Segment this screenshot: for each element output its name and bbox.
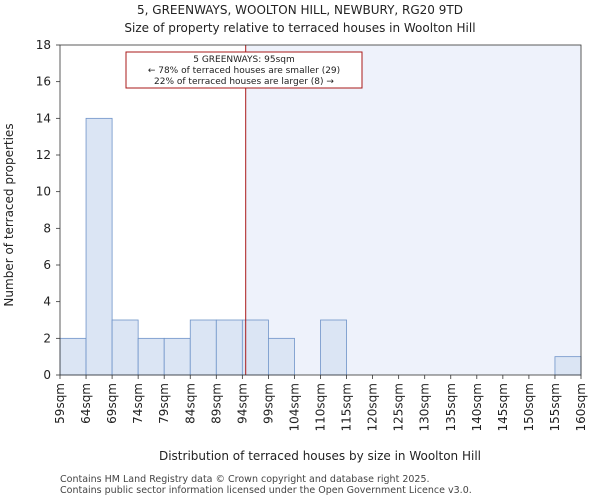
y-tick-label: 0 — [43, 368, 51, 382]
histogram-chart: 5, GREENWAYS, WOOLTON HILL, NEWBURY, RG2… — [2, 3, 588, 463]
bar-94sqm — [241, 319, 269, 376]
bar-89sqm — [215, 319, 243, 376]
annotation-line-3: 22% of terraced houses are larger (8) → — [154, 77, 334, 87]
y-tick-label: 10 — [36, 185, 51, 199]
y-tick-label: 12 — [36, 148, 51, 162]
x-tick-label: 69sqm — [105, 383, 119, 424]
annotation-box: 5 GREENWAYS: 95sqm ← 78% of terraced hou… — [125, 51, 363, 89]
x-tick-label: 84sqm — [183, 383, 197, 424]
x-tick-label: 89sqm — [209, 383, 223, 424]
bar-74sqm — [137, 337, 165, 376]
bar-59sqm — [59, 337, 87, 376]
y-tick-label: 14 — [36, 111, 51, 125]
bar-110sqm — [320, 319, 347, 376]
x-tick-label: 74sqm — [131, 383, 145, 424]
y-tick-label: 4 — [43, 295, 51, 309]
chart-title: 5, GREENWAYS, WOOLTON HILL, NEWBURY, RG2… — [137, 3, 463, 17]
x-tick-label: 160sqm — [574, 383, 588, 431]
bar-64sqm — [85, 117, 113, 376]
x-tick-label: 94sqm — [235, 383, 249, 424]
y-tick-label: 2 — [43, 331, 51, 345]
annotation-line-2: ← 78% of terraced houses are smaller (29… — [148, 66, 340, 76]
x-tick-label: 150sqm — [522, 383, 536, 431]
x-tick-label: 104sqm — [287, 383, 301, 431]
x-tick-label: 120sqm — [366, 383, 380, 431]
y-tick-label: 6 — [43, 258, 51, 272]
x-tick-label: 155sqm — [548, 383, 562, 431]
y-tick-label: 8 — [43, 221, 51, 235]
x-tick-label: 140sqm — [470, 383, 484, 431]
x-tick-label: 110sqm — [314, 383, 328, 431]
y-axis-ticks: 0 2 4 6 8 10 12 14 16 18 — [36, 38, 60, 382]
x-tick-label: 79sqm — [157, 383, 171, 424]
x-tick-label: 130sqm — [418, 383, 432, 431]
bar-79sqm — [163, 337, 191, 376]
x-tick-label: 115sqm — [340, 383, 354, 431]
bar-99sqm — [267, 337, 295, 376]
x-tick-label: 99sqm — [261, 383, 275, 424]
x-tick-label: 135sqm — [444, 383, 458, 431]
x-tick-label: 125sqm — [392, 383, 406, 431]
x-tick-label: 145sqm — [496, 383, 510, 431]
bars-group — [59, 117, 582, 376]
larger-region-shading — [245, 45, 581, 375]
x-tick-label: 64sqm — [79, 383, 93, 424]
footer-line-2: Contains public sector information licen… — [60, 485, 472, 496]
bar-155sqm — [554, 356, 582, 376]
bar-69sqm — [111, 319, 139, 376]
annotation-rect — [125, 51, 363, 89]
footer-line-1: Contains HM Land Registry data © Crown c… — [60, 474, 430, 485]
footer: Contains HM Land Registry data © Crown c… — [60, 474, 472, 496]
x-axis-ticks: 59sqm 64sqm 69sqm 74sqm 79sqm 84sqm 89sqm 94sqm… — [53, 375, 588, 431]
y-tick-label: 16 — [36, 75, 51, 89]
x-axis-label: Distribution of terraced houses by size … — [159, 449, 481, 463]
y-tick-label: 18 — [36, 38, 51, 52]
y-axis-label: Number of terraced properties — [2, 123, 16, 306]
annotation-line-1: 5 GREENWAYS: 95sqm — [193, 55, 295, 65]
chart-subtitle: Size of property relative to terraced ho… — [124, 21, 475, 35]
x-tick-label: 59sqm — [53, 383, 67, 424]
bar-84sqm — [189, 319, 217, 376]
